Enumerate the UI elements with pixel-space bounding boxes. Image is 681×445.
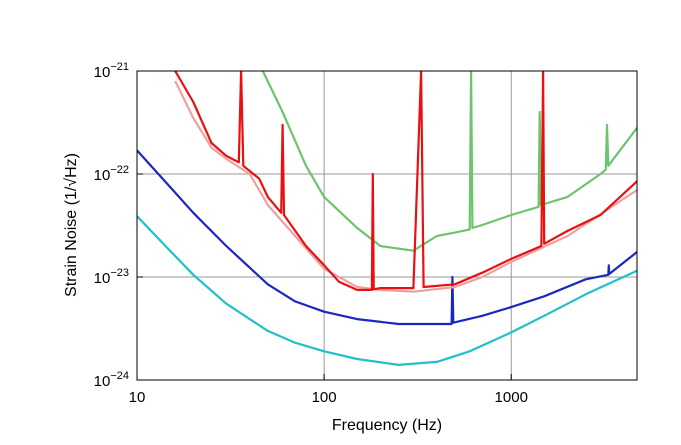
y-tick-label: 10−21 [94,61,129,81]
grid [136,70,637,381]
y-tick-base: 10 [94,64,111,81]
y-tick-label: 10−24 [94,370,129,390]
y-tick-exponent: −22 [110,164,129,176]
series-line [174,80,637,293]
y-tick-exponent: −21 [110,61,129,73]
y-tick-label: 10−22 [94,164,129,184]
x-axis-label: Frequency (Hz) [332,417,442,434]
series-line [174,71,637,291]
y-tick-exponent: −23 [110,267,129,279]
y-tick-base: 10 [94,270,111,287]
y-tick-exponent: −24 [110,370,129,382]
x-tick-label: 1000 [495,389,528,406]
y-tick-base: 10 [94,167,111,184]
x-tick-label: 10 [129,389,146,406]
series-line [137,149,637,326]
x-tick-label: 100 [312,389,337,406]
series-line [261,71,637,252]
y-tick-label: 10−23 [94,267,129,287]
plot-frame [136,70,638,381]
y-axis-label: Strain Noise (1/√Hz) [63,153,80,297]
y-tick-base: 10 [94,373,111,390]
series-line [137,215,637,366]
plot-lines [137,71,637,366]
